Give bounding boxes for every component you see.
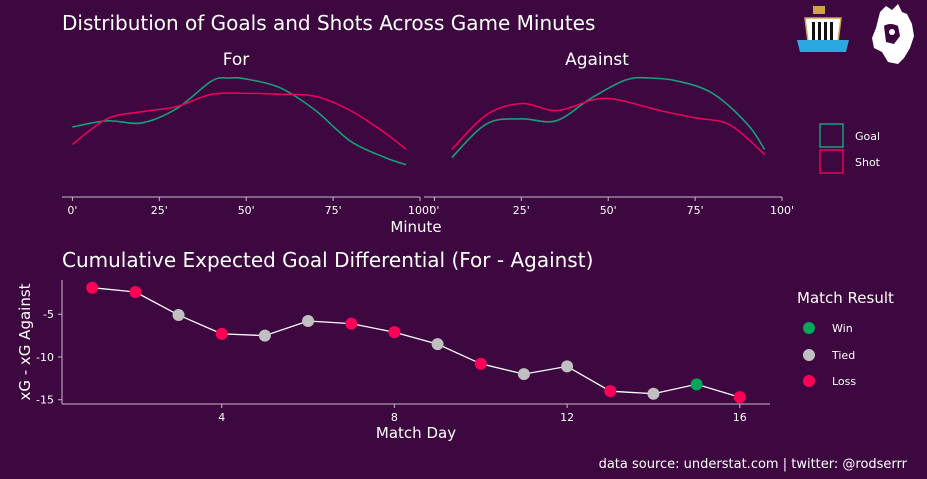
x-tick-label: 16 — [733, 411, 747, 424]
match-point-loss — [733, 391, 746, 404]
x-tick-label: 0' — [67, 204, 77, 217]
legend-title-match-result: Match Result — [797, 289, 894, 307]
legend-marker-win — [803, 322, 815, 334]
x-tick-label: 8 — [391, 411, 398, 424]
legend-label-tied: Tied — [831, 349, 855, 362]
x-tick-label: 100' — [408, 204, 432, 217]
legend-label-loss: Loss — [832, 375, 856, 388]
legend-label-win: Win — [832, 322, 853, 335]
match-point-tied — [517, 368, 530, 381]
density-x-axis-label: Minute — [390, 218, 441, 236]
match-point-tied — [647, 387, 660, 400]
x-tick-label: 50' — [600, 204, 617, 217]
density-line-shot-against — [451, 97, 766, 156]
density-line-goal-for — [72, 76, 407, 166]
premier-league-lion-icon — [872, 4, 914, 64]
legend-marker-tied — [803, 349, 815, 361]
x-tick-label: 25' — [151, 204, 168, 217]
x-tick-label: 0' — [429, 204, 439, 217]
match-point-tied — [561, 360, 574, 373]
panel-title-for: For — [223, 50, 250, 70]
xg-x-axis-label: Match Day — [376, 424, 456, 442]
match-point-loss — [129, 285, 142, 298]
match-point-loss — [345, 317, 358, 330]
legend-marker-loss — [803, 375, 815, 387]
match-point-loss — [388, 326, 401, 339]
legend-swatch-goal — [819, 123, 844, 148]
y-tick-label: -15 — [36, 394, 54, 407]
x-tick-label: 25' — [513, 204, 530, 217]
match-point-loss — [604, 385, 617, 398]
match-point-tied — [258, 329, 271, 342]
x-tick-label: 12 — [560, 411, 574, 424]
match-point-win — [690, 378, 703, 391]
footer-source: data source: understat.com | twitter: @r… — [599, 457, 908, 472]
panel-title-against: Against — [565, 50, 629, 70]
x-tick-label: 100' — [770, 204, 794, 217]
x-tick-label: 4 — [218, 411, 225, 424]
match-point-loss — [86, 281, 99, 294]
newcastle-crest-icon — [797, 6, 849, 52]
match-point-loss — [215, 327, 228, 340]
x-tick-label: 75' — [687, 204, 704, 217]
y-tick-label: -10 — [36, 351, 54, 364]
xg-line — [92, 287, 740, 398]
xg-chart-title: Cumulative Expected Goal Differential (F… — [62, 248, 593, 272]
density-chart-title: Distribution of Goals and Shots Across G… — [62, 11, 595, 35]
match-point-tied — [431, 338, 444, 351]
x-tick-label: 50' — [238, 204, 255, 217]
match-point-tied — [302, 315, 315, 328]
legend-label-goal: Goal — [855, 130, 880, 143]
legend-label-shot: Shot — [855, 156, 881, 169]
density-line-shot-for — [71, 92, 407, 151]
match-point-loss — [474, 357, 487, 370]
xg-y-axis-label: xG - xG Against — [16, 283, 34, 400]
legend-swatch-shot — [819, 149, 844, 174]
match-point-tied — [172, 309, 185, 322]
density-line-goal-against — [451, 76, 766, 159]
y-tick-label: -5 — [43, 308, 54, 321]
x-tick-label: 75' — [325, 204, 342, 217]
